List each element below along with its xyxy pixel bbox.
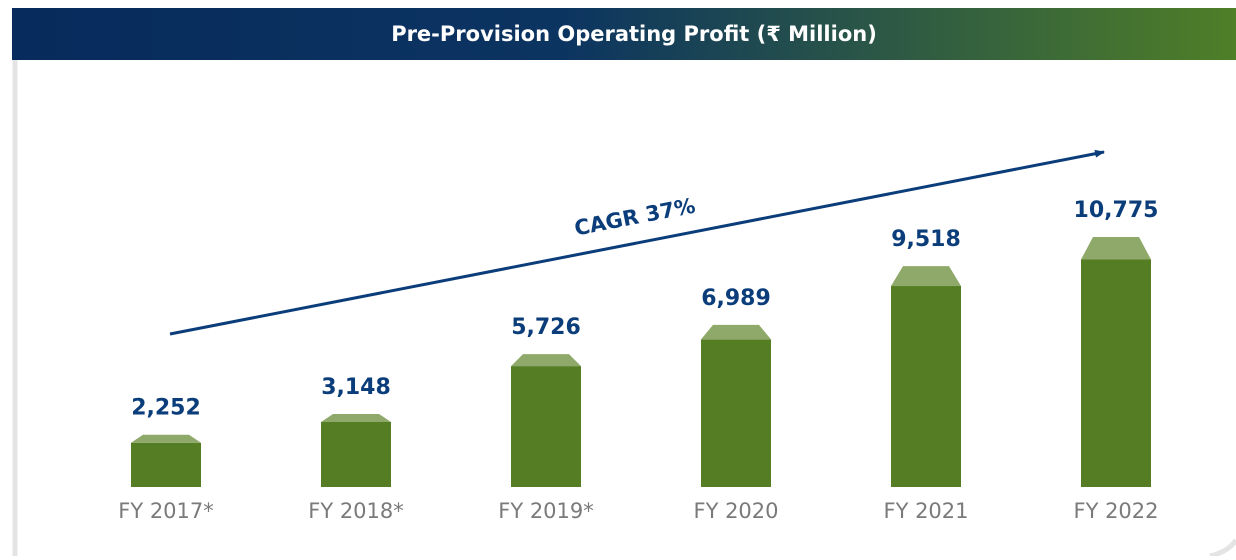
value-label: 2,252 — [131, 396, 201, 421]
x-tick-label: FY 2021 — [883, 499, 968, 523]
bar — [511, 366, 581, 487]
bar-cap — [131, 434, 201, 443]
x-tick-label: FY 2017* — [118, 499, 214, 523]
value-label: 10,775 — [1074, 198, 1159, 223]
frame-corner — [1209, 538, 1236, 559]
x-tick-label: FY 2018* — [308, 499, 404, 523]
x-tick-label: FY 2020 — [693, 499, 778, 523]
x-tick-label: FY 2019* — [498, 499, 594, 523]
value-label: 5,726 — [511, 315, 581, 340]
x-tick-label: FY 2022 — [1073, 499, 1158, 523]
bar — [131, 442, 201, 487]
bar — [891, 286, 961, 487]
bar-cap — [1081, 237, 1151, 260]
value-label: 9,518 — [891, 227, 961, 252]
bar-cap — [701, 324, 771, 340]
value-label: 3,148 — [321, 375, 391, 400]
bar — [321, 421, 391, 487]
trend-arrow — [169, 149, 1105, 336]
bar — [1081, 259, 1151, 487]
chart-title: Pre-Provision Operating Profit (₹ Millio… — [391, 22, 877, 46]
value-label: 6,989 — [701, 286, 771, 311]
bar-cap — [891, 266, 961, 287]
header-bar — [12, 8, 1236, 60]
bar-cap — [321, 413, 391, 422]
bar — [701, 339, 771, 487]
bar-cap — [511, 354, 581, 367]
